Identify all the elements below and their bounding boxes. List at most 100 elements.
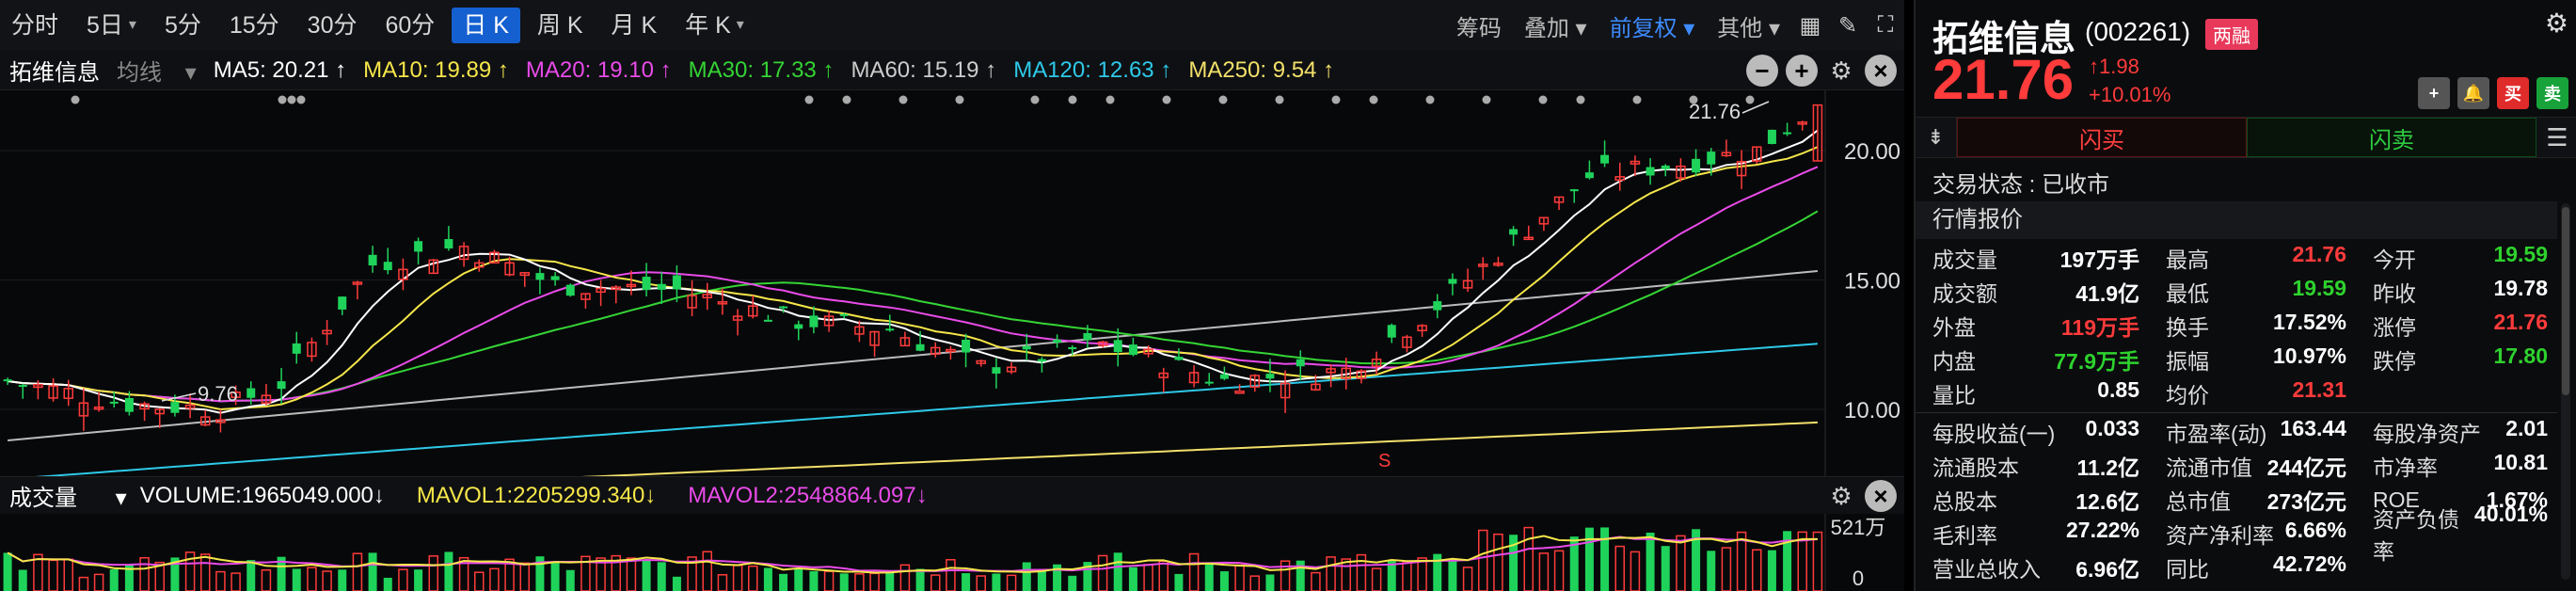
mavol1-line [7,535,1818,574]
candle-body [18,385,27,388]
volume-bar [1387,560,1396,591]
add-watchlist-button[interactable]: + [2418,77,2450,109]
volume-bar [338,569,347,591]
chips-button[interactable]: 筹码 [1455,15,1502,41]
candle-body [550,276,560,280]
event-dot [1632,95,1642,104]
candle-body [1174,357,1184,360]
candle-body [1234,390,1245,394]
candle-body [626,283,637,288]
candle-body [231,391,241,398]
volume-bar [1341,558,1351,591]
quote-cell: 均价 21.31 [2149,377,2356,409]
quote-cell: 营业总收入 6.96亿 [1916,551,2149,583]
volume-chart[interactable]: 521万 0 [0,514,1904,591]
candlestick-chart[interactable]: 20.00 15.00 10.00 21.76 9.76 S [0,90,1904,476]
candle-body [489,251,500,264]
candle-body [885,328,895,331]
change-amount: ↑1.98 [2089,55,2139,78]
candle-body [124,397,134,412]
period-tab-1[interactable]: 5日 ▾ [75,8,148,43]
quote-row: 毛利率 27.22% 资产净利率 6.66% 资产负债率 40.01% [1916,502,2557,564]
price-change: ↑1.98 +10.01% [2089,53,2171,109]
quote-cell: 最高 21.76 [2149,242,2356,274]
period-tab-0[interactable]: 分时 [0,8,70,43]
quote-label: 振幅 [2166,349,2209,374]
quote-value: 17.52% [2272,310,2346,334]
close-icon[interactable]: × [1865,55,1897,87]
quote-value: 10.97% [2272,343,2346,368]
adjust-dropdown[interactable]: 前复权 ▾ [1609,15,1695,41]
scroll-thumb[interactable] [2562,207,2569,395]
gear-icon[interactable]: ⚙ [1830,56,1852,85]
minus-icon[interactable]: − [1746,55,1778,87]
volume-bar [277,556,286,591]
volume-bar [1523,526,1534,591]
quote-cell: 市净率 10.81 [2356,450,2557,482]
volume-bar [885,570,895,591]
candle-body [1538,216,1550,225]
period-tab-5[interactable]: 60分 [374,8,446,43]
event-dot [1275,95,1284,104]
section-quote-title[interactable]: 行情报价 [1916,201,2557,239]
sell-icon-button[interactable]: 卖 [2536,77,2568,109]
quote-cell: 换手 17.52% [2149,310,2356,342]
period-tab-8[interactable]: 月 K [600,8,669,43]
divider [1916,412,2557,413]
period-tab-9[interactable]: 年 K ▾ [674,8,755,43]
gear-icon[interactable]: ⚙ [1830,482,1852,510]
volume-bar [368,552,377,591]
quote-cell: 同比 42.72% [2149,551,2356,583]
candle-body [657,283,666,290]
candle-body [1448,279,1457,284]
volume-bar [763,567,772,591]
candle-body [962,339,971,353]
quote-cell: 市盈率(动) 163.44 [2149,416,2356,448]
collapse-arrow-icon[interactable]: ⇟ [1916,118,1957,157]
ma-value-2: MA20: 19.10 ↑ [525,56,672,83]
candle-body [1646,167,1655,176]
candle-body [1311,383,1321,391]
quote-value: 21.76 [2292,242,2346,266]
period-tab-2[interactable]: 5分 [153,8,213,43]
chart-stock-name: 拓维信息 [9,60,100,86]
overlay-button[interactable]: 叠加 ▾ [1523,15,1587,41]
volume-bar [1600,527,1610,591]
volume-title[interactable]: 成交量 ▾ [9,486,127,511]
other-dropdown[interactable]: 其他 ▾ [1717,15,1780,41]
period-tab-3[interactable]: 15分 [218,8,291,43]
ma20-line [7,166,1819,403]
event-dot [1030,95,1040,104]
ma-type-dropdown[interactable]: 均线 ▾ [117,60,197,86]
period-tab-4[interactable]: 30分 [296,8,369,43]
period-tab-6[interactable]: 日 K [452,8,520,43]
plus-icon[interactable]: + [1786,55,1818,87]
quote-row: 每股收益(一) 0.033 市盈率(动) 163.44 每股净资产 2.01 [1916,415,2557,449]
candle-body [139,403,150,410]
fullscreen-icon[interactable]: ⛶ [1877,12,1894,38]
scrollbar[interactable] [2561,203,2570,580]
volume-bar [215,570,226,591]
draw-pen-icon[interactable]: ✎ [1837,12,1858,39]
quote-label: 外盘 [1932,315,1976,340]
grid-layout-icon[interactable]: ▦ [1799,12,1821,39]
quick-sell-button[interactable]: 闪卖 [2247,118,2536,157]
gear-icon[interactable]: ⚙ [2544,8,2568,38]
volume-bar [246,560,256,591]
candle-body [48,385,58,399]
volume-bar [1037,568,1046,591]
volume-indicator-bar: 成交量 ▾ VOLUME:1965049.000↓ MAVOL1:2205299… [0,476,1904,514]
bell-icon[interactable]: 🔔 [2457,77,2489,109]
volume-bar [962,573,971,591]
event-dot [1538,95,1548,104]
quote-label: 成交量 [1932,248,1997,272]
period-tab-7[interactable]: 周 K [526,8,595,43]
buy-icon-button[interactable]: 买 [2497,77,2529,109]
candle-body [1296,359,1305,367]
menu-icon[interactable]: ☰ [2546,122,2568,152]
candle-body [1752,146,1762,162]
close-icon[interactable]: × [1865,480,1897,512]
chart-area[interactable]: 分时 5日 ▾ 5分 15分 30分 60分日 K 周 K 月 K 年 K ▾ 筹码 叠加 ▾ 前复… [0,0,1904,591]
event-dot [1482,95,1491,104]
quick-buy-button[interactable]: 闪买 [1957,118,2247,157]
